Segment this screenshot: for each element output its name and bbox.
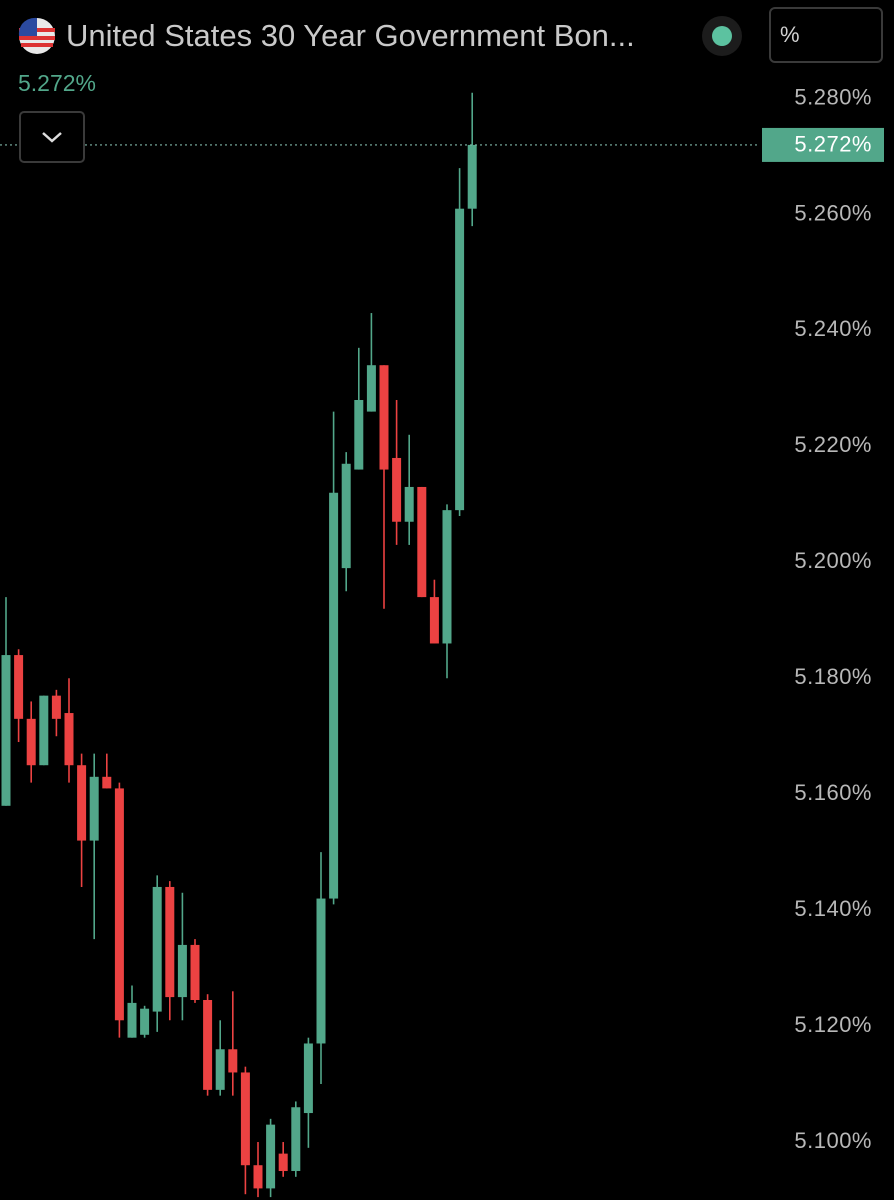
candle-body	[140, 1008, 150, 1035]
y-tick-label: 5.280%	[794, 84, 872, 109]
y-tick-label: 5.100%	[794, 1128, 872, 1153]
y-tick-label: 5.200%	[794, 548, 872, 573]
candle-body	[467, 144, 477, 209]
candle-body	[379, 365, 389, 470]
candle-body	[329, 492, 339, 899]
candle-body	[165, 886, 175, 998]
current-price: 5.272%	[18, 70, 96, 96]
candle-body	[127, 1002, 137, 1038]
instrument-title: United States 30 Year Government Bon...	[66, 18, 635, 53]
candle-body	[102, 776, 112, 789]
candle-body	[316, 898, 326, 1044]
last-price-tag	[762, 127, 884, 162]
candle-body	[39, 695, 49, 766]
y-tick-label: 5.240%	[794, 316, 872, 341]
candle-body	[303, 1043, 313, 1114]
flag-canton	[18, 17, 37, 36]
candle-body	[392, 457, 402, 522]
candle-body	[51, 695, 61, 719]
y-tick-label: 5.160%	[794, 780, 872, 805]
y-tick-label: 5.140%	[794, 896, 872, 921]
last-price-label: 5.272%	[794, 132, 872, 157]
candle-body	[417, 486, 427, 598]
candle-body	[455, 208, 465, 511]
candle-body	[1, 655, 11, 806]
candle-body	[253, 1165, 263, 1189]
candle-body	[404, 486, 414, 522]
candle-body	[77, 765, 87, 841]
candle-body	[177, 944, 187, 998]
candle-body	[366, 365, 376, 412]
candle-body	[291, 1107, 301, 1172]
candle-body	[64, 713, 74, 766]
chevron-icon[interactable]	[42, 132, 62, 143]
candle-body	[442, 510, 452, 644]
candle-body	[215, 1049, 225, 1090]
unit-label[interactable]: %	[780, 22, 800, 47]
candle-body	[278, 1153, 288, 1172]
candle-body	[14, 655, 24, 719]
unit-button[interactable]	[769, 7, 883, 63]
y-tick-label: 5.220%	[794, 432, 872, 457]
candle-body	[341, 463, 351, 569]
candle-body	[429, 597, 439, 644]
market-open-dot	[712, 26, 732, 46]
candle-body	[266, 1124, 276, 1189]
y-tick-label: 5.120%	[794, 1012, 872, 1037]
plot-area: 5.280% 5.260% 5.240% 5.220% 5.200% 5.180% 5.16…	[0, 84, 884, 1198]
candle-body	[26, 718, 36, 766]
candle-body	[228, 1049, 238, 1073]
y-tick-label: 5.260%	[794, 200, 872, 225]
candle-body	[190, 944, 200, 1000]
y-tick-label: 5.180%	[794, 664, 872, 689]
candle-body	[152, 886, 162, 1012]
candle-body	[240, 1072, 250, 1166]
candle-body	[89, 776, 99, 841]
candle-body	[114, 788, 124, 1021]
candle-body	[354, 400, 364, 470]
collapse-button[interactable]	[19, 111, 85, 163]
candle-body	[203, 1000, 213, 1090]
header: United States 30 Year Government Bon... …	[18, 7, 883, 163]
